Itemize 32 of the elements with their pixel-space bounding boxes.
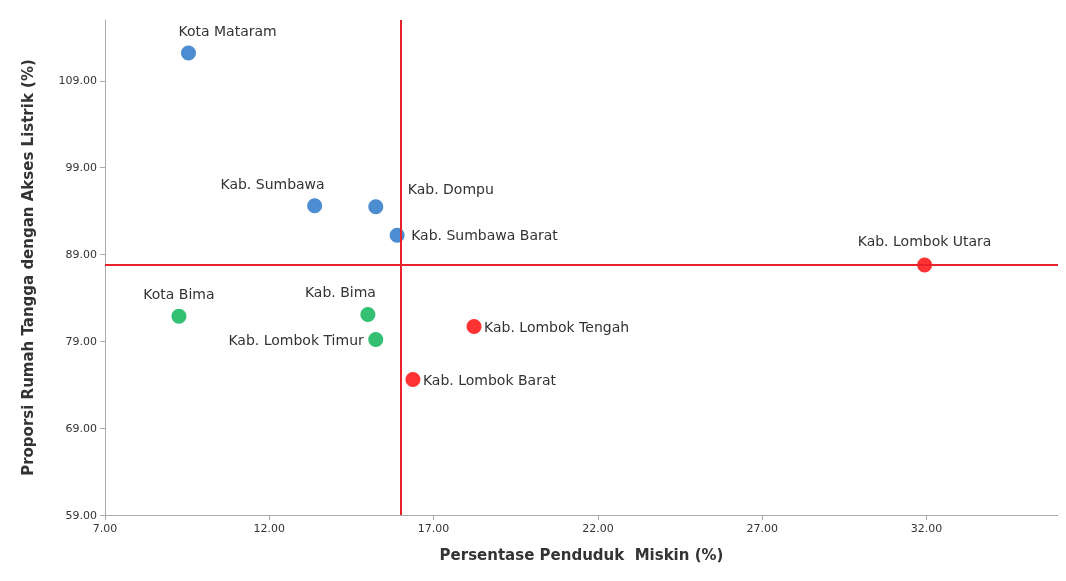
point (405, 372, 421, 388)
x-tick-label: 17.00 (417, 522, 450, 535)
annotation: Kab. Lombok Tengah (484, 318, 630, 335)
point (360, 306, 376, 322)
y-tick-label: 59.00 (65, 508, 97, 522)
annotation: Kab. Lombok Utara (857, 232, 992, 249)
point (180, 45, 196, 61)
annotation: Kab. Bima (304, 284, 376, 301)
annotation: Kab. Sumbawa Barat (411, 227, 559, 244)
y-tick-label: 79.00 (65, 334, 97, 348)
annotation: Kab. Sumbawa (220, 175, 325, 192)
x-tick-label: 22.00 (582, 522, 614, 535)
x-tick-label: 32.00 (910, 522, 943, 535)
x-tick-label: 7.00 (92, 522, 118, 535)
point (466, 319, 482, 335)
annotation: Kab. Dompu (407, 180, 494, 197)
y-axis-title: Proporsi Rumah Tangga dengan Akses Listrik (%) (18, 59, 37, 476)
x-tick-label: 27.00 (746, 522, 778, 535)
y-tick-label: 89.00 (65, 247, 97, 261)
annotation: Kota Bima (143, 286, 215, 303)
point (368, 332, 384, 348)
x-axis-title: Persentase Penduduk Miskin (%) (439, 545, 724, 564)
y-tick-label: 69.00 (65, 421, 97, 435)
x-tick-label: 12.00 (253, 522, 286, 535)
annotation: Kab. Lombok Timur (228, 331, 365, 348)
annotation: Kab. Lombok Barat (422, 371, 557, 388)
y-tick-label: 99.00 (65, 161, 97, 175)
point (368, 199, 384, 215)
point (171, 308, 187, 324)
annotation: Kota Mataram (178, 23, 277, 39)
point (307, 198, 323, 214)
y-tick-label: 109.00 (58, 74, 97, 88)
